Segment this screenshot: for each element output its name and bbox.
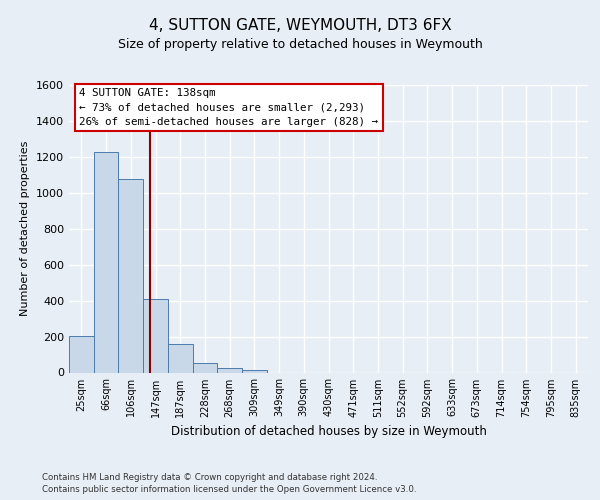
Text: 4, SUTTON GATE, WEYMOUTH, DT3 6FX: 4, SUTTON GATE, WEYMOUTH, DT3 6FX xyxy=(149,18,451,32)
Y-axis label: Number of detached properties: Number of detached properties xyxy=(20,141,31,316)
Text: Contains HM Land Registry data © Crown copyright and database right 2024.: Contains HM Land Registry data © Crown c… xyxy=(42,472,377,482)
Text: Contains public sector information licensed under the Open Government Licence v3: Contains public sector information licen… xyxy=(42,485,416,494)
Bar xyxy=(143,299,168,372)
Bar xyxy=(69,336,94,372)
Bar xyxy=(118,180,143,372)
Text: 4 SUTTON GATE: 138sqm
← 73% of detached houses are smaller (2,293)
26% of semi-d: 4 SUTTON GATE: 138sqm ← 73% of detached … xyxy=(79,88,379,126)
X-axis label: Distribution of detached houses by size in Weymouth: Distribution of detached houses by size … xyxy=(170,425,487,438)
Bar xyxy=(242,370,267,372)
Bar xyxy=(193,362,217,372)
Text: Size of property relative to detached houses in Weymouth: Size of property relative to detached ho… xyxy=(118,38,482,51)
Bar xyxy=(168,344,193,372)
Bar xyxy=(217,368,242,372)
Bar xyxy=(94,152,118,372)
